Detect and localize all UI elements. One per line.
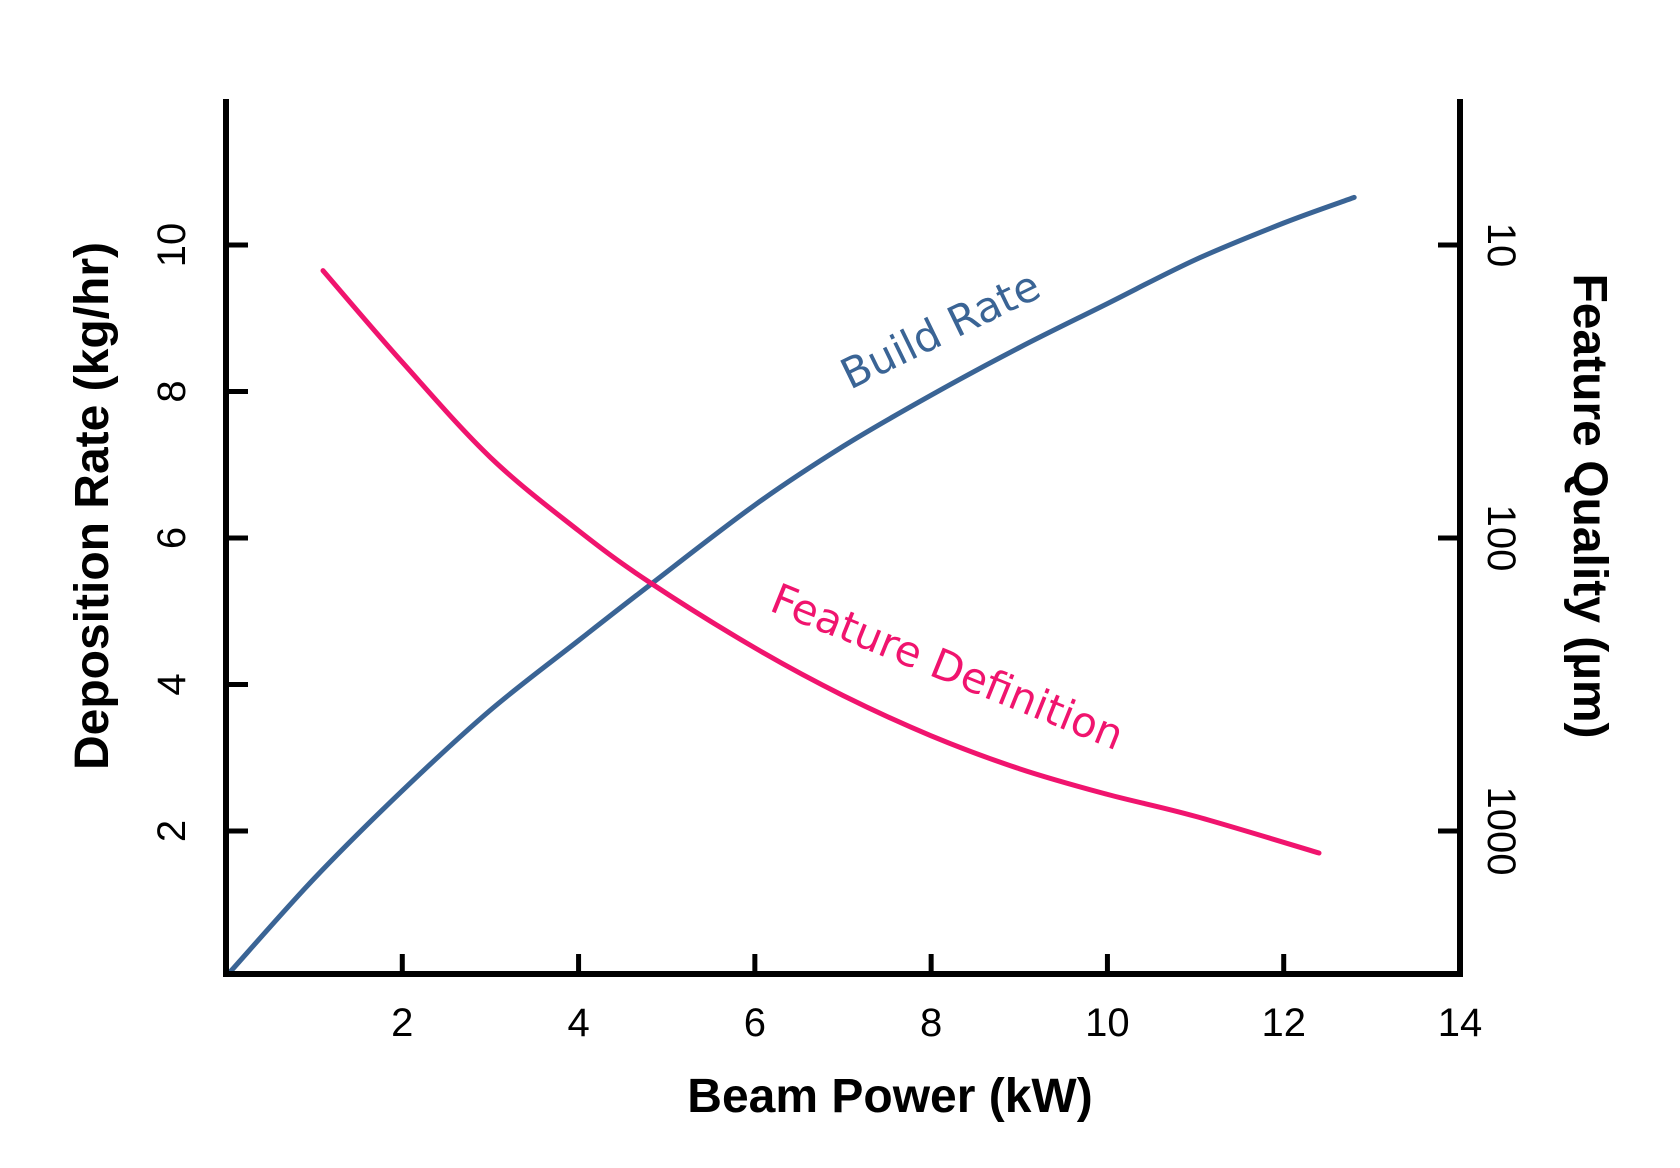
series-line-build-rate [227, 194, 1357, 975]
x-tick-label: 10 [1085, 1001, 1130, 1045]
x-tick-label: 2 [391, 1001, 413, 1045]
y2-tick-label: 10 [1479, 223, 1523, 268]
y-tick-label: 8 [150, 380, 194, 402]
y2-tick-label: 1000 [1479, 787, 1523, 876]
axes [223, 99, 1463, 977]
x-tick-label: 4 [567, 1001, 589, 1045]
y-tick-label: 2 [150, 820, 194, 842]
y-tick-label: 6 [150, 527, 194, 549]
series-line-feature-definition [320, 268, 1322, 856]
x-axis-title: Beam Power (kW) [687, 1070, 1092, 1123]
x-tick-label: 14 [1438, 1001, 1483, 1045]
y-axis-title: Deposition Rate (kg/hr) [66, 242, 119, 770]
annotation-build-rate: Build Rate [833, 261, 1048, 399]
x-tick-label: 8 [920, 1001, 942, 1045]
ticks: 2 4 6 8 10 12 14 2 4 6 8 10 10 100 1000 [150, 223, 1523, 1045]
annotation-feature-definition: Feature Definition [764, 574, 1130, 760]
plot-area [227, 194, 1357, 975]
y-tick-label: 10 [150, 223, 194, 268]
y2-axis-title: Feature Quality (µm) [1563, 273, 1616, 738]
y-tick-label: 4 [150, 673, 194, 695]
y2-tick-label: 100 [1479, 505, 1523, 572]
x-tick-label: 6 [744, 1001, 766, 1045]
x-tick-label: 12 [1261, 1001, 1306, 1045]
